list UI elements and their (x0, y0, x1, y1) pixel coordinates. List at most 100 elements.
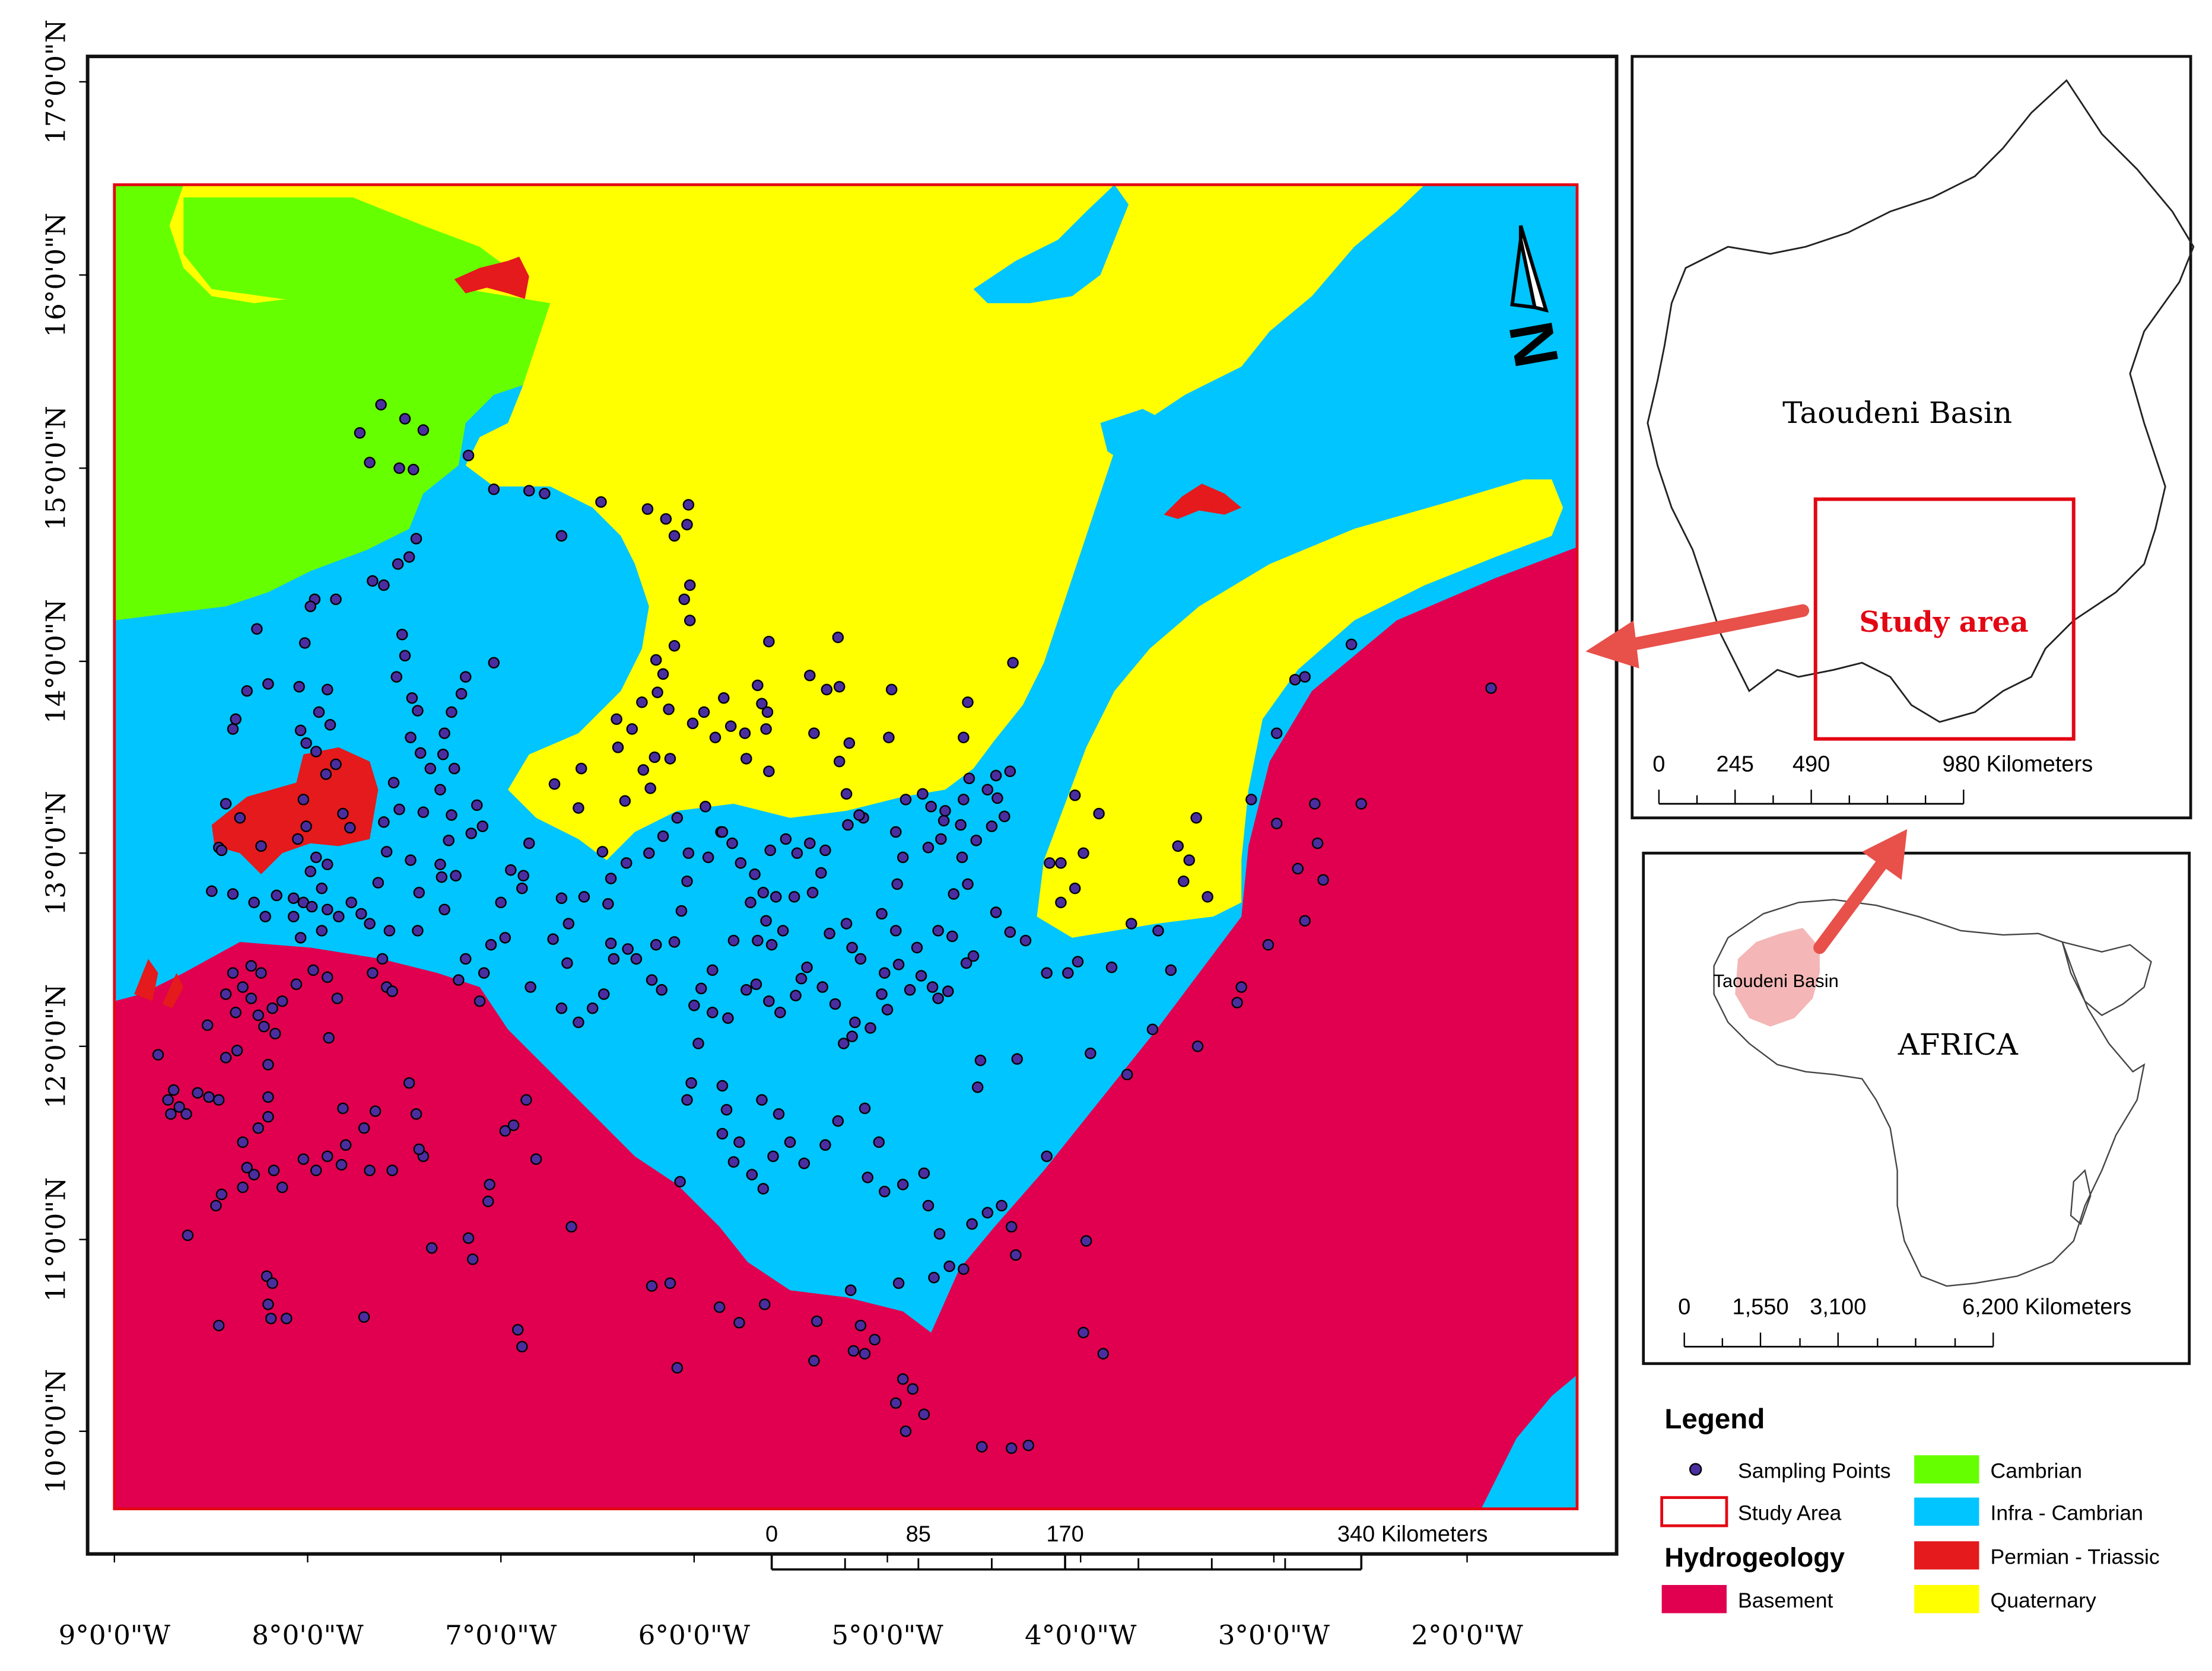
africa-inset: Taoudeni Basin AFRICA 0 1,550 3,100 6,20… (1642, 851, 2191, 1366)
africa-scale-bar: 0 1,550 3,100 6,200 Kilometers (1678, 1295, 2131, 1348)
sampling-point (720, 1104, 733, 1116)
sampling-point (657, 830, 669, 842)
sampling-point (765, 938, 778, 951)
sampling-point (760, 915, 772, 927)
sampling-point (1299, 915, 1311, 927)
sampling-point (808, 727, 820, 739)
sampling-point (434, 784, 446, 795)
legend-title: Legend (1664, 1403, 1765, 1435)
sampling-point (897, 1373, 909, 1385)
sampling-point (1041, 1150, 1053, 1163)
sampling-point (821, 683, 833, 696)
sampling-point (832, 1115, 844, 1127)
sampling-point (1345, 638, 1358, 651)
lon-label-2w: 2°0'0"W (1411, 1619, 1523, 1651)
sampling-point (804, 669, 816, 682)
sampling-point (227, 888, 239, 900)
sampling-point (410, 533, 422, 545)
sampling-point (687, 717, 699, 730)
sampling-point (561, 957, 573, 969)
sampling-point (1069, 790, 1081, 801)
sampling-point (310, 1164, 322, 1176)
lon-label-3w: 3°0'0"W (1218, 1619, 1330, 1651)
sampling-point (746, 1169, 758, 1180)
sampling-point (716, 826, 729, 838)
sampling-point (1085, 1048, 1097, 1059)
sampling-point (322, 858, 333, 870)
sampling-point (294, 724, 307, 737)
sampling-point (602, 898, 614, 910)
lon-label-8w: 8°0'0"W (252, 1619, 364, 1651)
sampling-point (367, 575, 379, 587)
sampling-point (918, 1408, 930, 1421)
sampling-point (258, 1020, 270, 1033)
geology-layers (114, 184, 1577, 1509)
taoudeni-basin-fill (1735, 928, 1820, 1027)
sampling-point (180, 1108, 192, 1120)
sampling-point (663, 703, 675, 715)
sampling-point (958, 794, 970, 806)
permian-triassic-small (134, 959, 184, 1008)
sampling-point (892, 959, 905, 970)
taoudeni-basin-outline (1647, 79, 2195, 723)
sampling-point (939, 805, 951, 817)
legend-study-swatch (1660, 1496, 1728, 1527)
sampling-point (473, 995, 486, 1007)
longitude-graticule: 9°0'0"W 8°0'0"W 7°0'0"W 6°0'0"W 5°0'0"W … (59, 1554, 1523, 1651)
sampling-point (955, 819, 967, 831)
sampling-point (636, 696, 648, 708)
sampling-point (413, 1143, 425, 1156)
sampling-point (396, 629, 408, 641)
sampling-point (925, 801, 937, 813)
sampling-point (832, 631, 844, 644)
sampling-point (386, 1164, 398, 1176)
sampling-point (756, 1094, 768, 1106)
legend-infra-swatch (1914, 1497, 1979, 1526)
infra-cambrian-corner (1481, 1374, 1577, 1509)
sampling-point (488, 483, 500, 495)
sampling-point (935, 833, 947, 845)
sampling-point (383, 925, 396, 937)
sampling-point (1078, 847, 1089, 859)
sampling-point (562, 918, 575, 930)
africa-inset-frame (1642, 851, 2191, 1366)
sampling-point (942, 985, 954, 997)
sampling-point (364, 918, 376, 930)
africa-scale-label-3: 6,200 Kilometers (1962, 1295, 2131, 1320)
sampling-point (678, 593, 690, 606)
sampling-point (718, 692, 730, 704)
sampling-point (162, 1094, 174, 1106)
africa-scale-label-0: 0 (1678, 1295, 1690, 1320)
sampling-point (752, 934, 764, 947)
legend-sampling-label: Sampling Points (1738, 1459, 1891, 1482)
sampling-point (879, 967, 891, 979)
sampling-point (733, 1317, 745, 1329)
permian-triassic-central (1164, 483, 1242, 519)
basin-scale-label-2: 490 (1793, 752, 1830, 776)
africa-basin-label: Taoudeni Basin (1714, 970, 1839, 991)
sampling-point (819, 844, 831, 857)
sampling-point (387, 776, 400, 789)
sampling-point (462, 450, 475, 461)
sampling-point (1007, 657, 1019, 669)
sampling-point (716, 1080, 729, 1092)
sampling-point (287, 892, 300, 905)
sampling-point (539, 488, 551, 499)
sampling-point (688, 1000, 700, 1011)
sampling-point (915, 970, 927, 982)
sampling-point (804, 837, 816, 849)
sampling-point (212, 1094, 225, 1106)
sampling-point (681, 518, 693, 531)
sampling-point (333, 911, 345, 922)
sampling-point (290, 978, 303, 991)
sampling-point (1299, 671, 1311, 683)
sampling-point (507, 1119, 520, 1131)
sampling-point (960, 957, 972, 969)
sampling-point (335, 1158, 348, 1171)
sampling-point (412, 705, 424, 717)
sampling-point (424, 762, 437, 775)
sampling-point (227, 723, 239, 735)
sampling-point (320, 768, 332, 780)
sampling-point (310, 851, 322, 864)
sampling-point (621, 857, 633, 869)
